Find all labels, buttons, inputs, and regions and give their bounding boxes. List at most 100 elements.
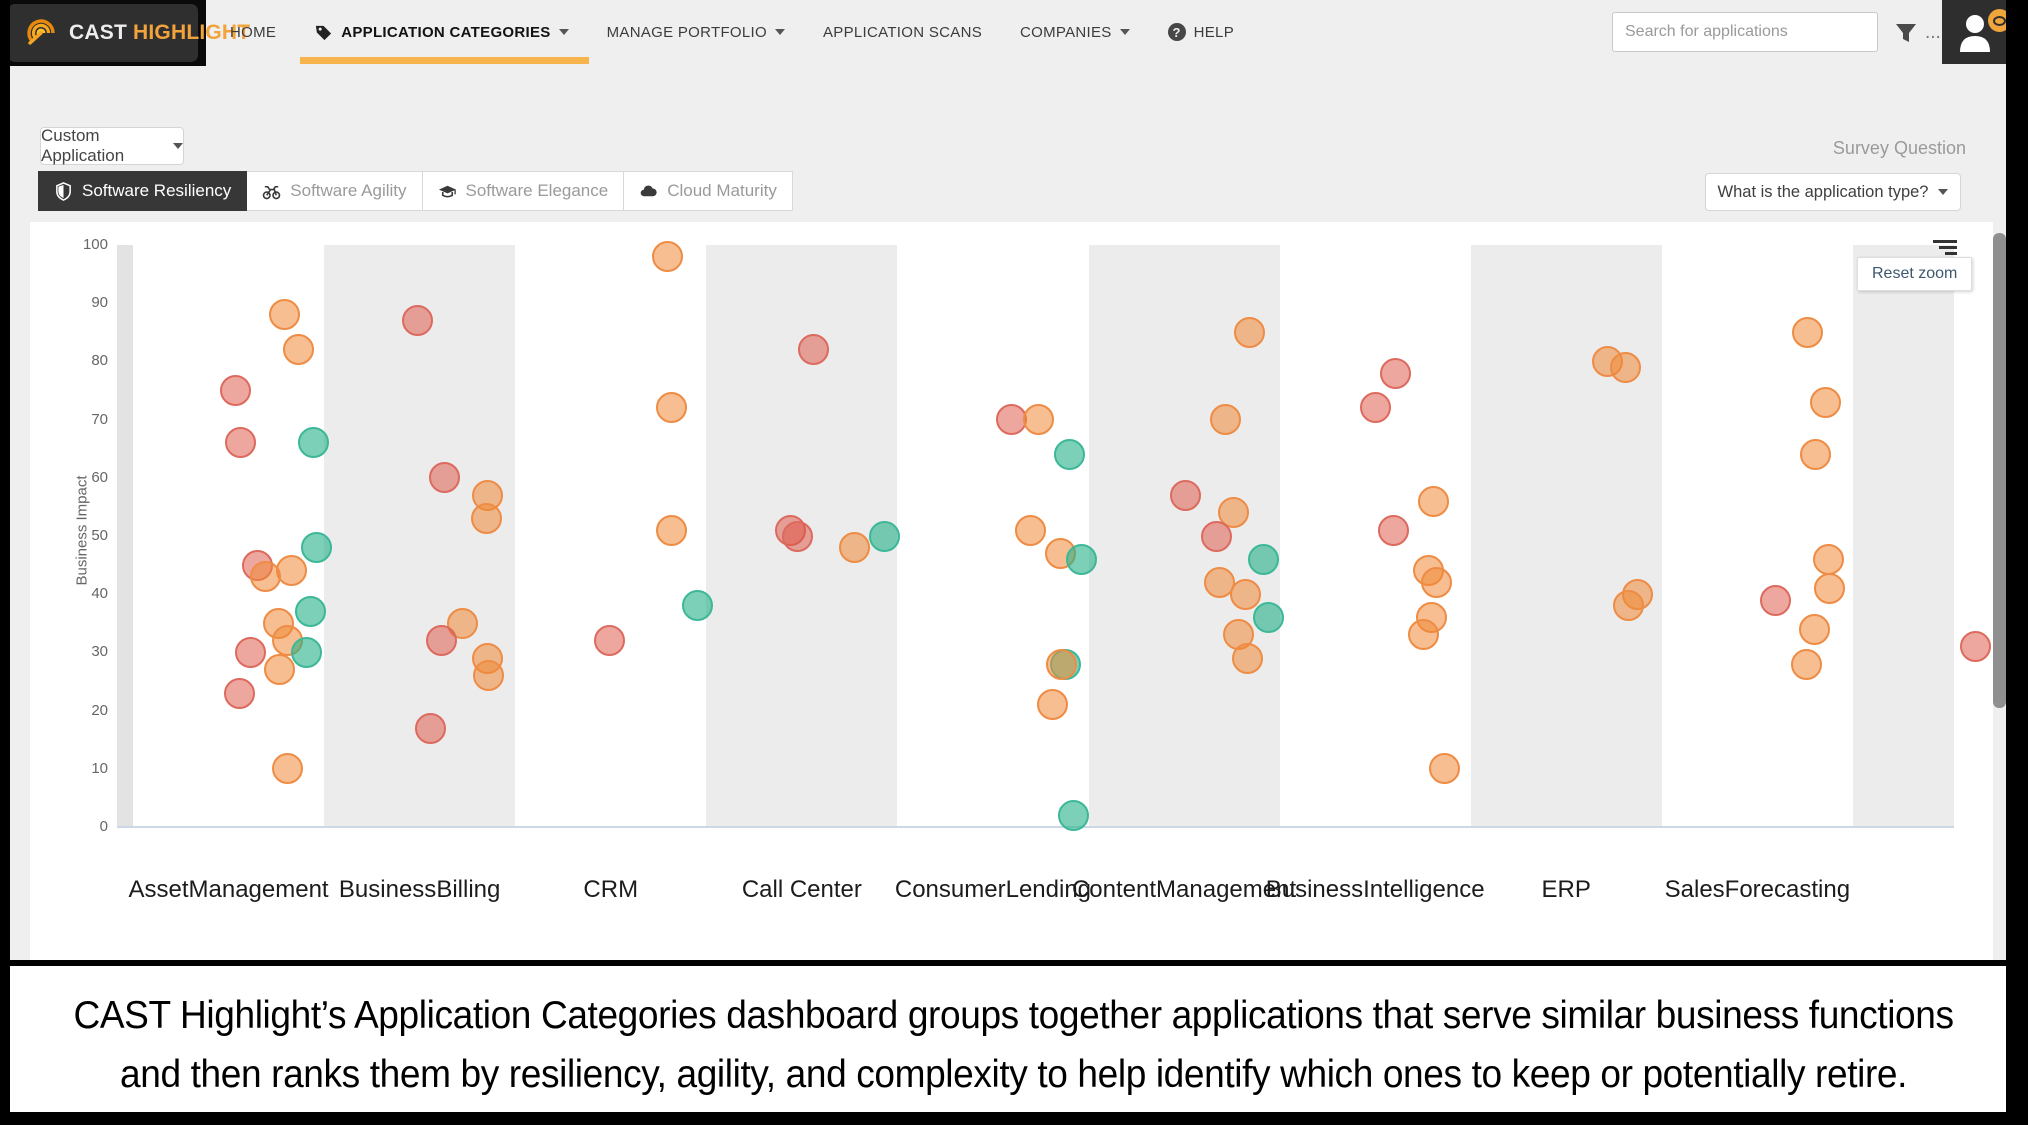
data-point-orange[interactable] [1813, 572, 1845, 604]
data-point-red[interactable] [798, 334, 830, 366]
data-point-orange[interactable] [1799, 439, 1831, 471]
data-point-orange[interactable] [1612, 590, 1644, 622]
data-point-orange[interactable] [1791, 316, 1823, 348]
chevron-down-icon [1938, 189, 1949, 195]
data-point-red[interactable] [782, 520, 814, 552]
data-point-orange[interactable] [473, 660, 505, 692]
y-tick-label: 90 [91, 294, 108, 312]
chart-context-menu-icon[interactable] [1933, 240, 1957, 258]
nav-item-companies[interactable]: COMPANIES [1020, 0, 1130, 64]
survey-question-selector-button[interactable]: What is the application type? [1705, 173, 1961, 211]
data-point-orange[interactable] [1798, 613, 1830, 645]
category-label-business-billing: Business Billing [338, 876, 501, 904]
user-notification-badge [1988, 9, 2011, 32]
data-point-orange[interactable] [1790, 648, 1822, 680]
data-point-orange[interactable] [839, 532, 871, 564]
tab-cloud-maturity[interactable]: Cloud Maturity [624, 171, 793, 211]
data-point-red[interactable] [1169, 479, 1201, 511]
tab-label: Cloud Maturity [667, 181, 777, 200]
data-point-orange[interactable] [250, 561, 282, 593]
data-point-orange[interactable] [1229, 578, 1261, 610]
y-tick-label: 70 [91, 410, 108, 428]
data-point-red[interactable] [224, 677, 256, 709]
category-band [897, 245, 1088, 827]
data-point-teal[interactable] [1252, 601, 1284, 633]
data-point-red[interactable] [415, 712, 447, 744]
data-point-red[interactable] [1359, 392, 1391, 424]
data-point-teal[interactable] [1066, 543, 1098, 575]
data-point-red[interactable] [1959, 631, 1991, 663]
data-point-orange[interactable] [283, 334, 315, 366]
data-point-orange[interactable] [1231, 642, 1263, 674]
tab-software-agility[interactable]: Software Agility [247, 171, 423, 211]
data-point-orange[interactable] [1609, 351, 1641, 383]
data-point-teal[interactable] [682, 590, 714, 622]
tab-software-resiliency[interactable]: Software Resiliency [38, 171, 248, 211]
data-point-orange[interactable] [471, 503, 503, 535]
data-point-orange[interactable] [656, 392, 688, 424]
reset-zoom-button[interactable]: Reset zoom [1857, 257, 1973, 291]
data-point-orange[interactable] [1420, 567, 1452, 599]
data-point-red[interactable] [594, 625, 626, 657]
data-point-teal[interactable] [301, 532, 333, 564]
data-point-red[interactable] [1379, 357, 1411, 389]
nav-item-home[interactable]: HOME [230, 0, 276, 64]
metric-tabs: Software Resiliency Software Agility Softw… [38, 171, 793, 211]
cast-highlight-logo[interactable]: CAST HIGHLIGHT [8, 4, 250, 62]
search-input[interactable] [1612, 12, 1878, 52]
user-menu[interactable] [1942, 0, 2012, 64]
data-point-orange[interactable] [1046, 648, 1078, 680]
data-point-red[interactable] [426, 625, 458, 657]
question-icon: ? [1167, 23, 1186, 41]
y-tick-label: 40 [91, 585, 108, 603]
data-point-orange[interactable] [447, 607, 479, 639]
data-point-orange[interactable] [1809, 386, 1841, 418]
data-point-teal[interactable] [1247, 543, 1279, 575]
nav-item-application-scans[interactable]: APPLICATION SCANS [823, 0, 982, 64]
nav-item-application-categories[interactable]: APPLICATION CATEGORIES [300, 0, 589, 64]
filter-funnel-icon[interactable] [1893, 20, 1919, 46]
nav-item-manage-portfolio[interactable]: MANAGE PORTFOLIO [607, 0, 785, 64]
data-point-orange[interactable] [1428, 753, 1460, 785]
data-point-orange[interactable] [272, 753, 304, 785]
data-point-red[interactable] [220, 375, 252, 406]
data-point-red[interactable] [225, 427, 257, 459]
data-point-orange[interactable] [1417, 485, 1449, 517]
data-point-red[interactable] [235, 636, 267, 668]
caption-panel: CAST Highlight’s Application Categories … [0, 960, 2028, 1125]
data-point-teal[interactable] [291, 636, 323, 668]
data-point-orange[interactable] [1209, 404, 1241, 436]
category-band [133, 245, 324, 827]
data-point-teal[interactable] [1058, 799, 1090, 831]
data-point-orange[interactable] [1407, 619, 1439, 651]
data-point-orange[interactable] [264, 654, 296, 686]
data-point-orange[interactable] [1023, 404, 1055, 436]
portfolio-selector-button[interactable]: Custom Application [40, 126, 184, 165]
nav-item-label: HELP [1193, 23, 1235, 41]
data-point-red[interactable] [1200, 520, 1232, 552]
data-point-teal[interactable] [1054, 439, 1086, 471]
data-point-orange[interactable] [1812, 543, 1844, 575]
data-point-teal[interactable] [295, 596, 327, 628]
application-categories-chart: Business Impact Reset zoom 0 10 20 30 40 50 60… [30, 222, 1993, 963]
data-point-orange[interactable] [1233, 316, 1265, 348]
data-point-red[interactable] [1377, 514, 1409, 546]
data-point-orange[interactable] [656, 514, 688, 546]
data-point-orange[interactable] [269, 299, 301, 331]
data-point-red[interactable] [1759, 584, 1791, 616]
data-point-orange[interactable] [652, 241, 684, 273]
data-point-orange[interactable] [1015, 514, 1047, 546]
nav-item-help[interactable]: ? HELP [1167, 0, 1235, 64]
data-point-red[interactable] [429, 462, 461, 494]
logo-swirl-icon [22, 14, 60, 52]
data-point-teal[interactable] [869, 520, 901, 552]
page-scrollbar[interactable] [1993, 233, 2006, 708]
category-label-call-center: Call Center [741, 876, 862, 904]
tab-software-elegance[interactable]: Software Elegance [422, 171, 625, 211]
filter-more-ellipsis[interactable]: ... [1925, 22, 1941, 43]
x-axis-line [117, 826, 1954, 828]
data-point-teal[interactable] [298, 427, 330, 459]
data-point-red[interactable] [402, 305, 434, 337]
data-point-orange[interactable] [1037, 689, 1069, 721]
y-tick-label: 10 [91, 759, 108, 777]
